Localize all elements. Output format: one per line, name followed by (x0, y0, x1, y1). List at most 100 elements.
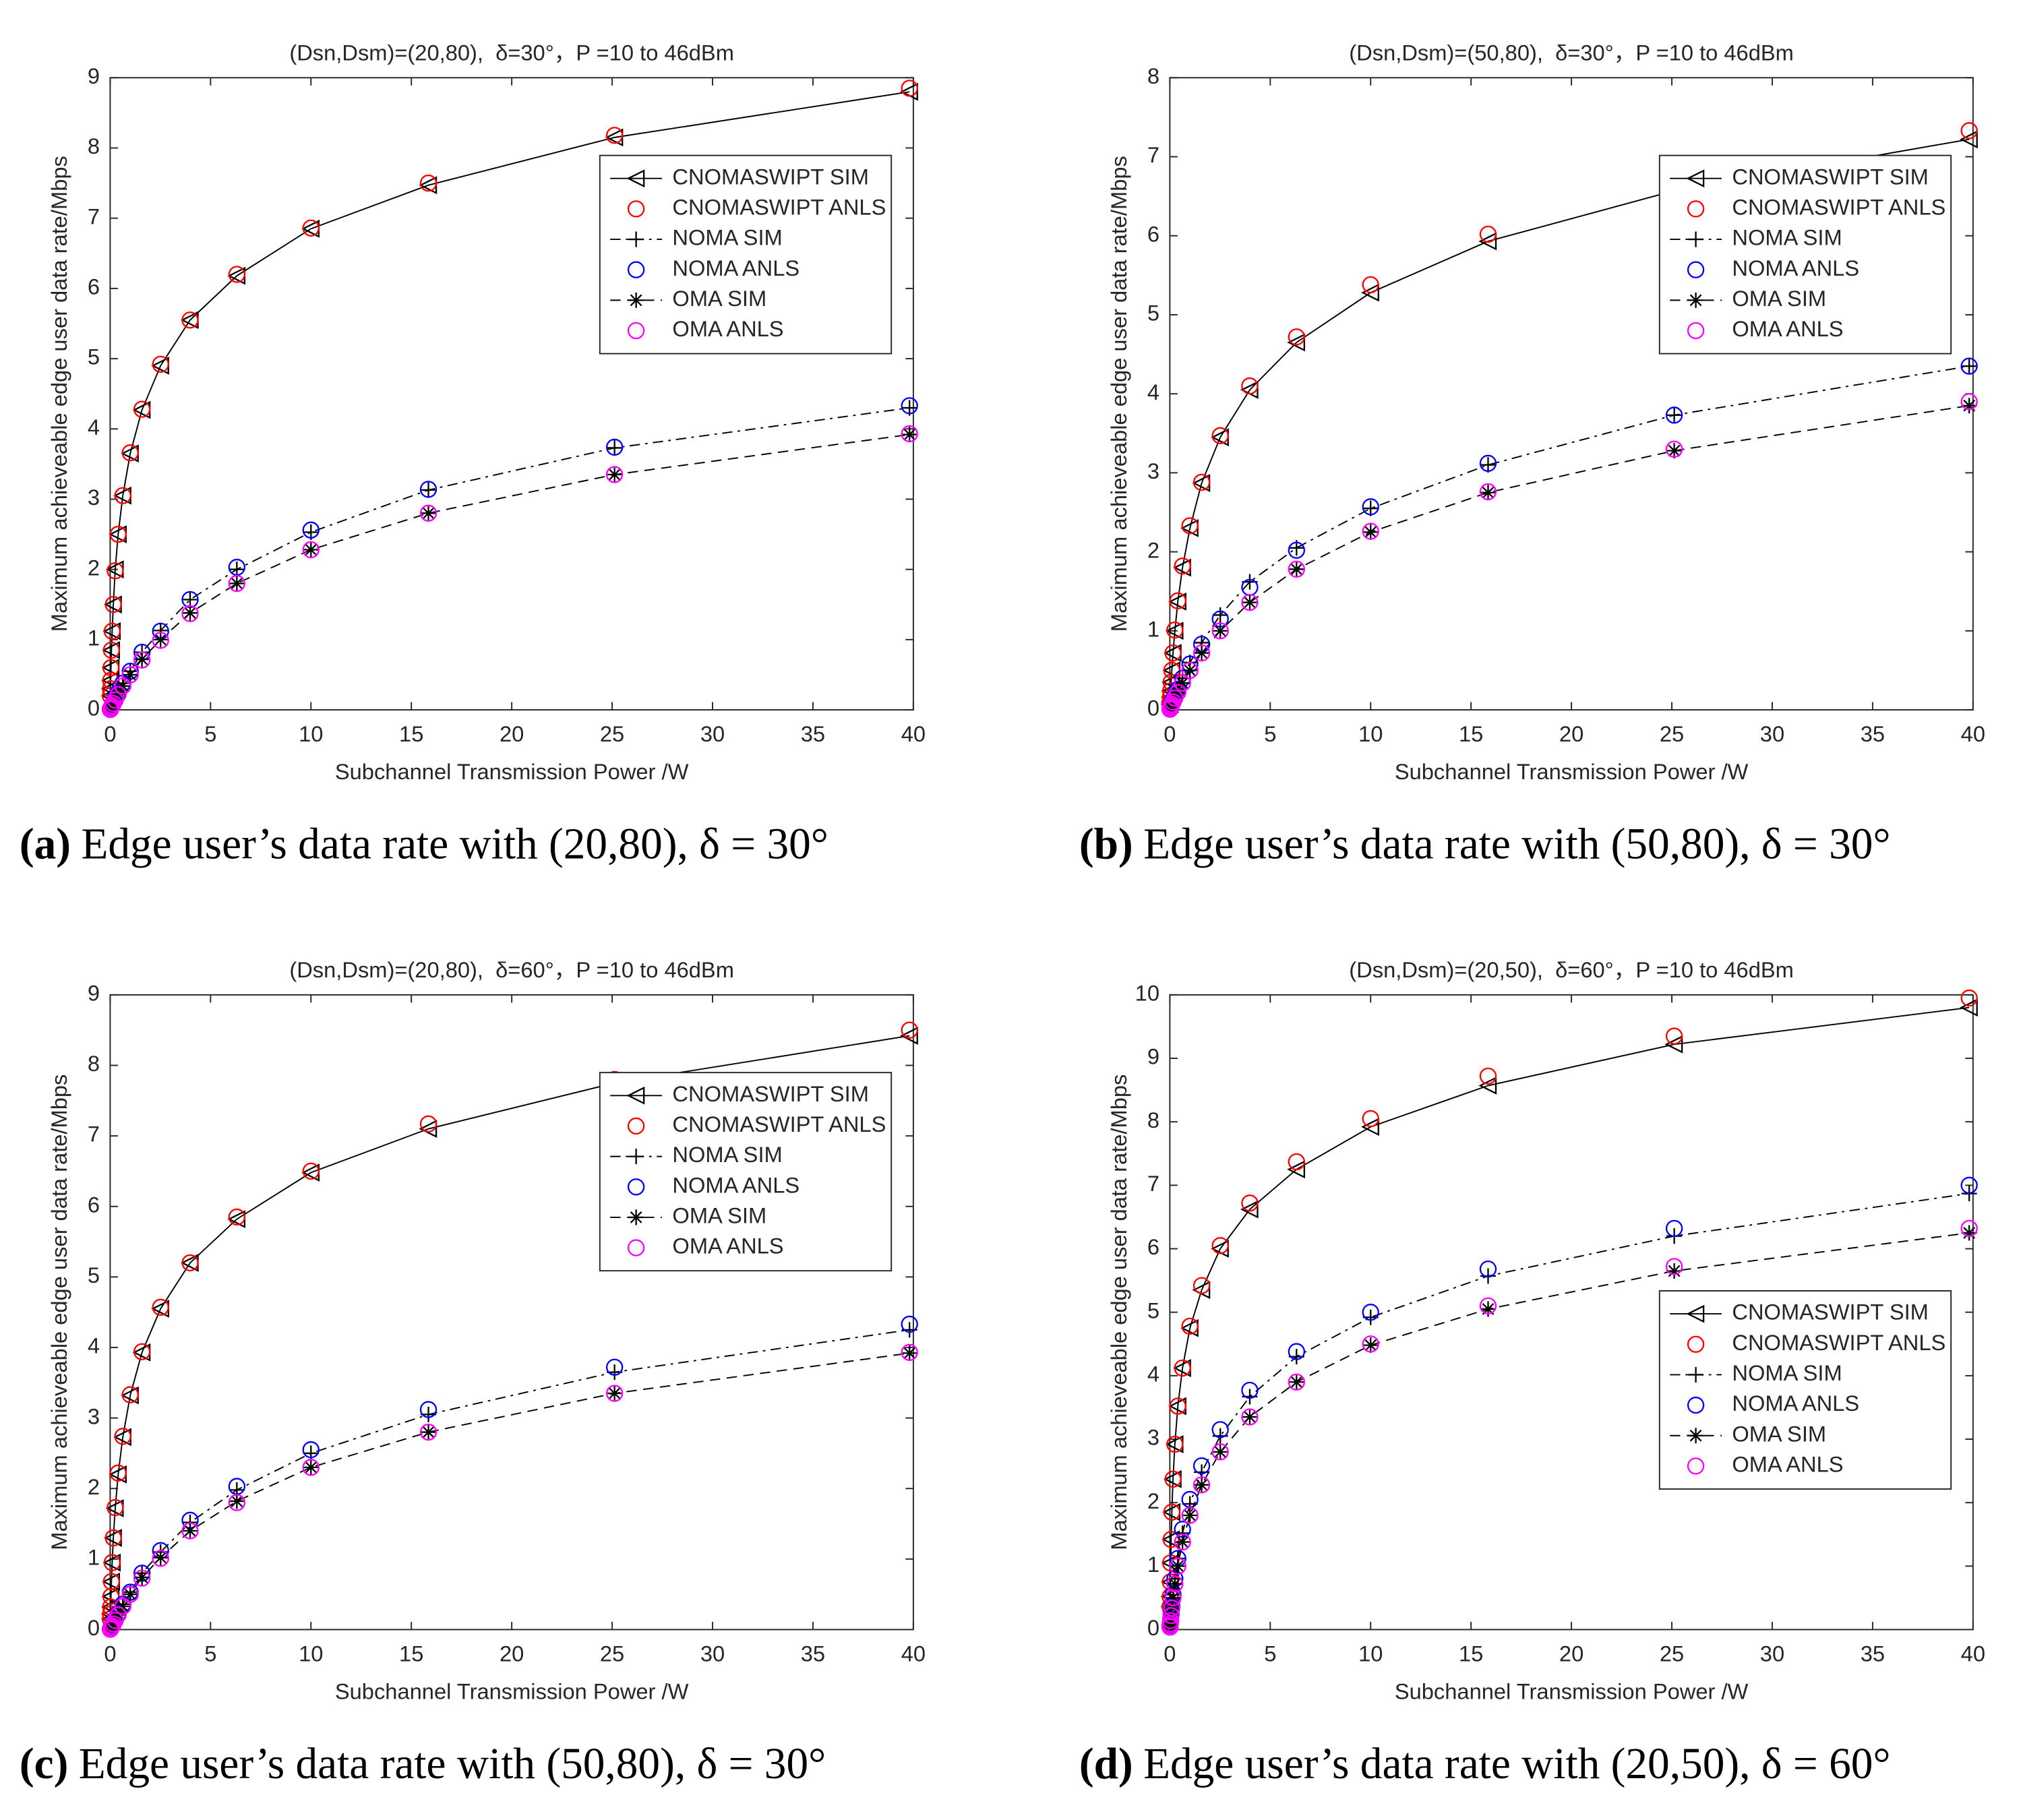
marker (1211, 1237, 1229, 1254)
legend-label: NOMA SIM (672, 225, 782, 250)
caption-text: Edge user’s data rate with (20,80), δ = … (81, 820, 828, 869)
marker (1362, 522, 1379, 540)
y-tick-label: 6 (1147, 221, 1159, 246)
marker (901, 1343, 918, 1361)
marker (181, 1522, 199, 1540)
legend-label: NOMA SIM (1732, 1360, 1842, 1385)
marker (114, 1428, 131, 1445)
marker (114, 1598, 131, 1615)
marker (1362, 500, 1379, 516)
y-tick-label: 3 (88, 485, 100, 510)
legend-marker (1686, 1304, 1705, 1323)
y-tick-label: 5 (88, 1263, 100, 1287)
marker (1193, 1277, 1211, 1294)
caption: (b) Edge user’s data rate with (50,80), δ… (1079, 820, 1891, 869)
marker (1479, 483, 1497, 501)
marker (1162, 1607, 1180, 1625)
marker (605, 438, 624, 456)
y-tick-label: 3 (88, 1403, 100, 1428)
y-tick-label: 5 (1147, 1298, 1159, 1323)
marker (302, 1162, 320, 1180)
legend-marker (1687, 1335, 1705, 1353)
marker (1166, 621, 1184, 639)
marker (105, 696, 121, 712)
legend-box (1658, 154, 1952, 355)
marker (901, 425, 918, 443)
x-tick-label: 10 (1358, 721, 1383, 746)
marker (1242, 1409, 1258, 1425)
marker (1288, 541, 1305, 559)
marker (1181, 1317, 1199, 1335)
marker (1174, 1533, 1191, 1551)
marker (901, 1345, 917, 1361)
marker (1478, 1076, 1497, 1095)
marker (1664, 1035, 1683, 1054)
x-tick-label: 30 (1760, 721, 1784, 746)
marker (1193, 1457, 1211, 1475)
marker (152, 355, 169, 373)
marker (1164, 1470, 1182, 1488)
y-tick-label: 8 (1147, 1108, 1159, 1132)
x-tick-label: 35 (801, 1641, 825, 1666)
y-tick-label: 7 (88, 204, 100, 229)
marker (181, 590, 199, 609)
marker (102, 641, 120, 659)
series (1161, 393, 1978, 718)
legend-label: CNOMASWIPT ANLS (672, 195, 886, 220)
x-tick-label: 5 (204, 721, 216, 746)
marker (228, 1478, 246, 1495)
chart-title: (Dsn,Dsm)=(20,50), δ=60°，P =10 to 46dBm (1349, 957, 1794, 982)
chart-title: (Dsn,Dsm)=(50,80), δ=30°，P =10 to 46dBm (1349, 40, 1794, 65)
marker (107, 562, 124, 580)
marker (182, 1523, 198, 1539)
caption-label: (b) (1079, 820, 1133, 869)
marker (1174, 1534, 1190, 1550)
x-axis-label: Subchannel Transmission Power /W (1395, 759, 1749, 784)
y-tick-label: 2 (88, 555, 100, 580)
marker (109, 686, 127, 703)
marker (121, 444, 139, 462)
marker (1181, 1507, 1199, 1524)
marker (110, 1607, 126, 1623)
marker (1169, 1397, 1186, 1415)
x-tick-label: 10 (299, 1641, 323, 1666)
marker (152, 1298, 169, 1316)
axes-box (1169, 994, 1974, 1631)
marker (110, 686, 126, 702)
x-tick-label: 40 (1961, 1641, 1985, 1666)
marker (115, 1598, 131, 1614)
marker (302, 541, 320, 559)
marker (607, 1385, 623, 1401)
marker (133, 400, 151, 418)
y-tick-label: 7 (1147, 142, 1159, 167)
marker (1164, 644, 1182, 662)
marker (420, 482, 437, 498)
marker (152, 622, 169, 640)
caption: (a) Edge user’s data rate with (20,80), δ… (20, 820, 828, 869)
marker (1181, 661, 1199, 679)
legend-marker (627, 1239, 645, 1256)
marker (228, 558, 246, 576)
legend-label: NOMA ANLS (1732, 255, 1859, 280)
marker (1166, 1570, 1184, 1587)
marker (1665, 440, 1683, 458)
legend-marker (1686, 169, 1705, 188)
y-tick-label: 6 (88, 274, 100, 299)
marker (229, 1493, 245, 1509)
marker (1169, 1550, 1186, 1567)
axes-box (1169, 77, 1974, 711)
marker (1479, 1067, 1497, 1085)
marker (1361, 1118, 1379, 1136)
marker (419, 1120, 438, 1139)
marker (607, 466, 623, 483)
marker (1960, 989, 1978, 1007)
marker (1287, 1160, 1305, 1179)
legend-marker (627, 1178, 645, 1196)
y-tick-label: 9 (1147, 1044, 1159, 1069)
marker (1212, 607, 1228, 623)
marker (1665, 406, 1683, 424)
marker (114, 487, 131, 504)
x-tick-label: 0 (1164, 1641, 1176, 1666)
legend-marker (627, 322, 645, 340)
